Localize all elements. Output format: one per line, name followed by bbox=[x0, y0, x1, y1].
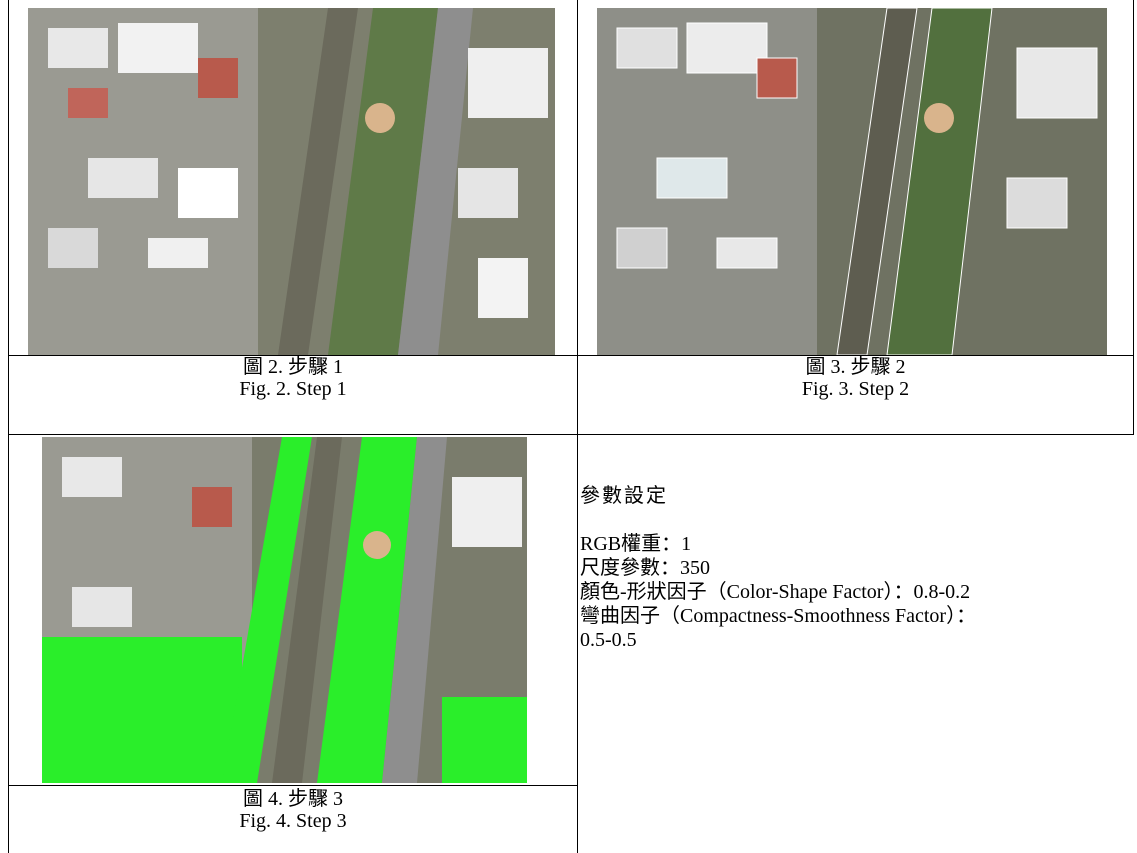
caption-en: Fig. 3. Step 2 bbox=[801, 378, 910, 400]
aerial-image bbox=[597, 8, 1107, 355]
table-border bbox=[577, 0, 578, 853]
caption-zh: 圖 2. 步驟 1 bbox=[243, 356, 343, 378]
caption-en: Fig. 2. Step 1 bbox=[239, 378, 347, 400]
caption-zh: 圖 4. 步驟 3 bbox=[243, 788, 343, 810]
parameter-line: 顏色-形狀因子（Color-Shape Factor）：0.8-0.2 bbox=[580, 581, 971, 603]
table-border bbox=[8, 434, 1134, 435]
parameters: 參數設定 RGB權重：1 尺度參數：350 顏色-形狀因子（Color-Shap… bbox=[580, 484, 1135, 652]
table-border bbox=[8, 355, 1134, 356]
aerial-image bbox=[42, 437, 527, 783]
table-border bbox=[8, 785, 578, 786]
caption-en: Fig. 4. Step 3 bbox=[239, 810, 347, 832]
aerial-image bbox=[28, 8, 555, 355]
caption-zh: 圖 3. 步驟 2 bbox=[805, 356, 906, 378]
parameter-line: 尺度參數：350 bbox=[580, 557, 710, 579]
parameter-line: 彎曲因子（Compactness-Smoothness Factor）：0.5-… bbox=[580, 605, 977, 651]
parameters-title: 參數設定 bbox=[580, 485, 668, 507]
table-border bbox=[8, 0, 9, 853]
parameter-line: RGB權重：1 bbox=[580, 533, 692, 555]
table-border bbox=[1133, 0, 1134, 435]
